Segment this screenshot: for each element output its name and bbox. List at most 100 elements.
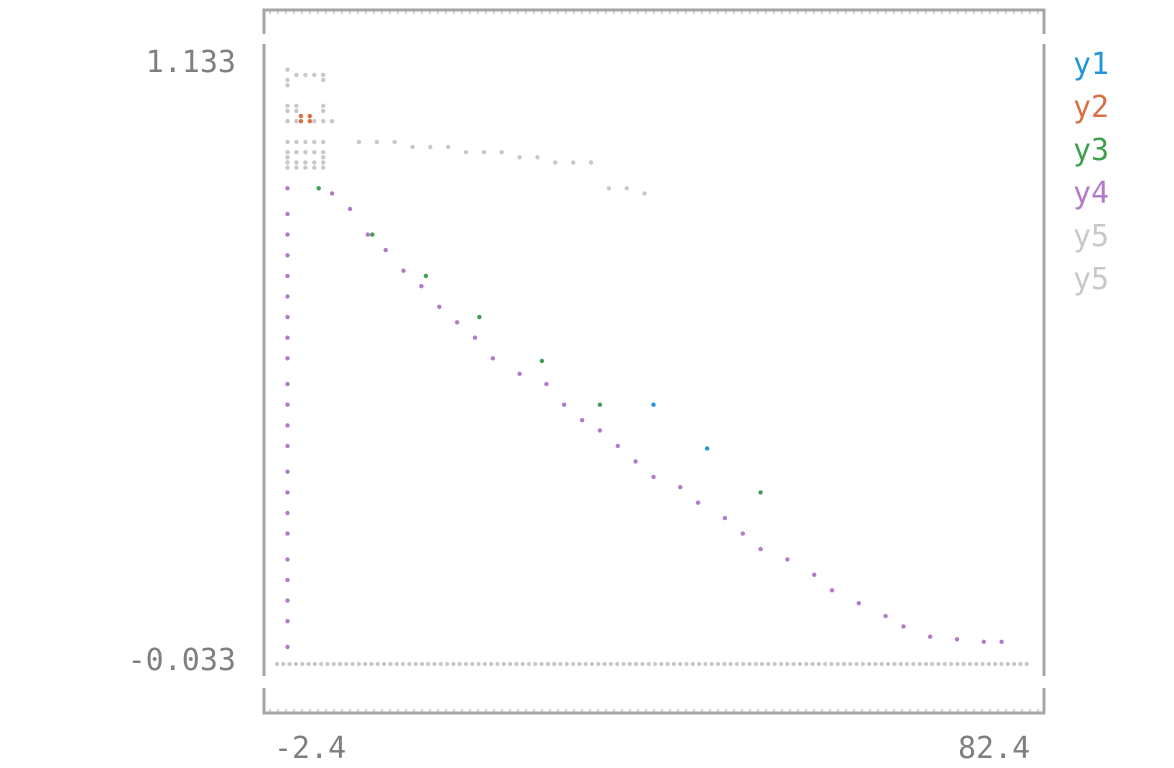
- baseline-point: [741, 661, 746, 667]
- y4-point: [285, 356, 290, 361]
- legend-entry-y5-second: y5: [1073, 262, 1110, 297]
- baseline-point: [892, 661, 897, 667]
- y5-point: [303, 165, 308, 170]
- y4-point: [383, 247, 388, 253]
- baseline-point: [325, 661, 330, 667]
- y5-point: [294, 150, 299, 155]
- y4-point: [928, 634, 933, 639]
- y3-point: [316, 186, 321, 191]
- y4-point: [285, 211, 290, 217]
- y4-point: [285, 314, 290, 320]
- y4-point: [285, 381, 290, 387]
- y4-point: [285, 443, 290, 449]
- y5-point: [535, 155, 540, 160]
- y4-point: [401, 268, 406, 273]
- y5-point: [294, 139, 299, 145]
- baseline-point: [432, 661, 437, 667]
- baseline-point: [791, 661, 796, 667]
- y5-point: [624, 186, 629, 191]
- baseline-point: [457, 661, 462, 667]
- baseline-point: [508, 661, 513, 667]
- baseline-point: [923, 661, 929, 667]
- y4-point: [901, 624, 906, 629]
- y4-point: [365, 232, 370, 237]
- baseline-point: [873, 661, 878, 667]
- y5-point: [303, 72, 308, 78]
- baseline-point: [778, 661, 784, 667]
- y4-point: [615, 443, 620, 449]
- y2-point: [307, 113, 312, 119]
- legend-entry-y4: y4: [1073, 176, 1110, 211]
- baseline-point: [911, 661, 916, 667]
- baseline-point: [1005, 661, 1010, 667]
- baseline-point: [766, 661, 771, 667]
- baseline-point: [753, 661, 758, 667]
- legend-entry-y1: y1: [1073, 47, 1110, 82]
- y5-point: [321, 77, 326, 83]
- baseline-point: [300, 661, 305, 667]
- baseline-point: [621, 661, 626, 667]
- baseline-point: [999, 661, 1004, 667]
- y4-point: [329, 191, 335, 196]
- baseline-point: [274, 661, 280, 667]
- y4-point: [285, 644, 290, 650]
- y5-point: [481, 150, 487, 155]
- baseline-point: [501, 661, 506, 667]
- baseline-point: [344, 661, 349, 667]
- baseline-point: [986, 661, 992, 667]
- baseline-point: [419, 661, 424, 667]
- y4-point: [544, 381, 549, 387]
- baseline-point: [879, 661, 884, 667]
- baseline-point: [438, 661, 443, 667]
- baseline-point: [760, 661, 765, 667]
- y5-point: [285, 77, 290, 83]
- baseline-point: [860, 661, 866, 667]
- x-tick-label-max: 82.4: [958, 731, 1031, 766]
- baseline-point: [375, 661, 380, 667]
- y5-point: [285, 83, 290, 88]
- baseline-point: [337, 661, 343, 667]
- y4-point: [633, 459, 638, 464]
- y5-point: [374, 139, 379, 145]
- baseline-point: [363, 661, 368, 667]
- y2-point: [307, 119, 312, 124]
- baseline-point: [356, 661, 361, 667]
- y4-point: [490, 356, 495, 361]
- baseline-point: [287, 661, 292, 667]
- y5-point: [285, 150, 290, 155]
- baseline-point: [634, 661, 639, 667]
- y5-point: [312, 150, 317, 155]
- y5-point: [321, 165, 326, 170]
- baseline-point: [571, 661, 576, 667]
- y5-point: [392, 139, 397, 145]
- y4-point: [285, 232, 290, 237]
- y4-point: [285, 531, 290, 536]
- baseline-point: [804, 661, 809, 667]
- baseline-point: [382, 661, 387, 667]
- plot-frame: [262, 8, 1046, 715]
- baseline-point: [823, 661, 828, 667]
- y5-point: [553, 160, 558, 165]
- y5-point: [294, 160, 299, 165]
- baseline-point: [558, 661, 563, 667]
- baseline-point: [652, 661, 658, 667]
- y4-point: [678, 485, 683, 490]
- y5-point: [428, 144, 433, 150]
- baseline-point: [463, 661, 469, 667]
- baseline-point: [728, 661, 733, 667]
- baseline-point: [810, 661, 815, 667]
- y3-point: [423, 273, 429, 279]
- y3-point: [370, 232, 375, 237]
- y4-point: [285, 402, 290, 407]
- baseline-point: [520, 661, 525, 667]
- baseline-point: [445, 661, 450, 667]
- y4-point: [285, 557, 290, 562]
- baseline-point: [552, 661, 557, 667]
- baseline-point: [917, 661, 922, 667]
- baseline-point: [489, 661, 494, 667]
- y3-point: [539, 358, 545, 364]
- y5-point: [285, 165, 290, 170]
- baseline-point: [678, 661, 683, 667]
- baseline-point: [848, 661, 853, 667]
- baseline-point: [526, 661, 532, 667]
